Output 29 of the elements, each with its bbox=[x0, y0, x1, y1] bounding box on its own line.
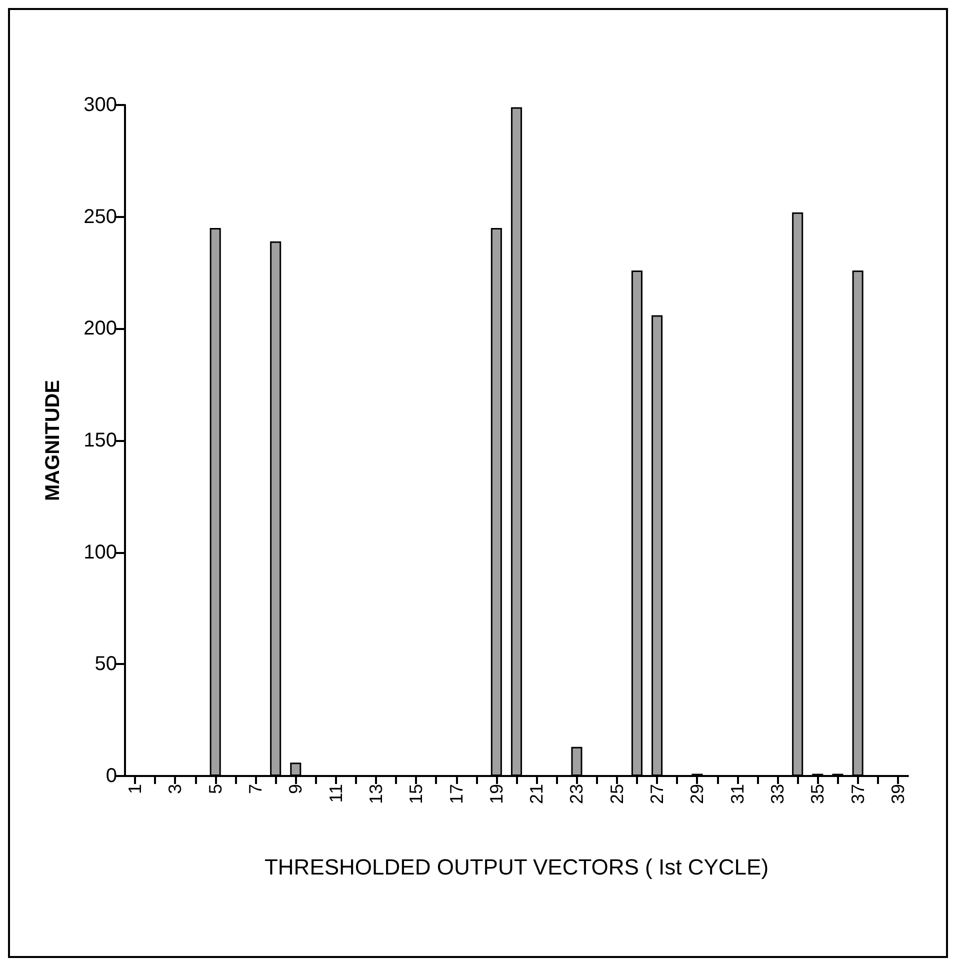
x-tick-label: 5 bbox=[205, 784, 226, 794]
y-tick-label: 50 bbox=[94, 653, 117, 676]
x-tick-label: 7 bbox=[246, 784, 266, 794]
y-tick-label: 150 bbox=[84, 430, 117, 452]
y-tick-label: 100 bbox=[84, 541, 117, 564]
x-tick-label: 9 bbox=[286, 784, 306, 794]
x-axis-title: THRESHOLDED OUTPUT VECTORS ( Ist CYCLE) bbox=[264, 854, 769, 880]
x-tick-label: 37 bbox=[848, 784, 868, 804]
y-tick-label: 200 bbox=[84, 318, 117, 340]
x-tick-label: 23 bbox=[566, 784, 587, 804]
y-tick-label: 300 bbox=[84, 94, 117, 116]
x-tick-label: 1 bbox=[125, 784, 146, 794]
x-tick-label: 25 bbox=[606, 784, 627, 804]
x-tick-label: 31 bbox=[727, 784, 748, 804]
y-tick-label: 0 bbox=[106, 765, 117, 787]
x-tick-label: 35 bbox=[808, 784, 828, 804]
x-tick-label: 15 bbox=[406, 784, 426, 804]
x-tick-label: 27 bbox=[647, 784, 668, 804]
x-tick-label: 33 bbox=[768, 784, 788, 804]
y-axis-title: MAGNITUDE bbox=[42, 380, 64, 502]
x-tick-label: 11 bbox=[326, 784, 346, 803]
x-tick-label: 13 bbox=[366, 784, 386, 804]
x-tick-label: 3 bbox=[165, 784, 186, 794]
x-tick-label: 19 bbox=[486, 784, 506, 804]
x-tick-label: 17 bbox=[446, 784, 466, 804]
y-tick-label: 250 bbox=[84, 206, 117, 228]
x-tick-label: 39 bbox=[888, 784, 908, 804]
x-tick-label: 29 bbox=[687, 784, 708, 804]
x-tick-label: 21 bbox=[526, 784, 547, 804]
